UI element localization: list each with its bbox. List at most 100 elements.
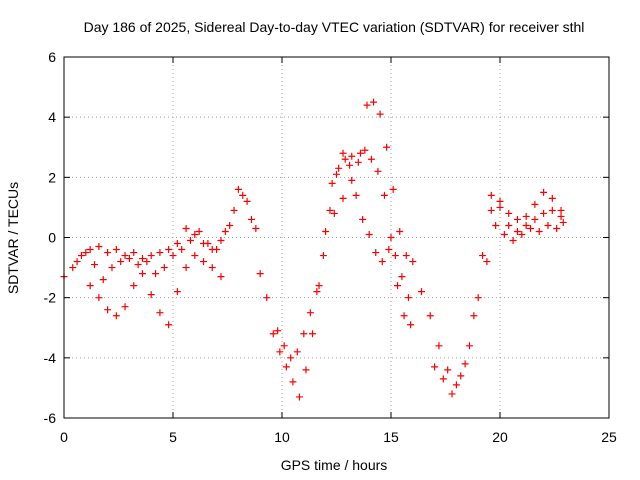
y-tick-label: -2 — [44, 290, 57, 306]
data-point — [370, 98, 378, 106]
data-point — [513, 215, 521, 223]
chart-title: Day 186 of 2025, Sidereal Day-to-day VTE… — [84, 19, 585, 35]
data-point — [457, 372, 465, 380]
series-prn-c — [86, 252, 225, 329]
y-tick-label: 6 — [48, 49, 56, 65]
series-prn-i — [487, 188, 565, 223]
data-point — [341, 155, 349, 163]
data-point — [217, 273, 225, 281]
data-point — [121, 252, 129, 260]
data-point — [363, 101, 371, 109]
data-points-layer — [60, 98, 567, 401]
y-tick-label: -6 — [44, 410, 57, 426]
data-point — [130, 282, 138, 290]
data-point — [348, 152, 356, 160]
data-point — [509, 237, 517, 245]
data-point — [409, 258, 417, 266]
data-point — [407, 321, 415, 329]
data-point — [380, 191, 388, 199]
data-point — [91, 261, 99, 269]
series-prn-d — [256, 146, 415, 401]
data-point — [418, 288, 426, 296]
data-point — [522, 212, 530, 220]
data-point — [487, 191, 495, 199]
series-prn-g — [418, 203, 565, 389]
data-point — [293, 348, 301, 356]
data-point — [73, 258, 81, 266]
data-point — [522, 221, 530, 229]
data-point — [243, 197, 251, 205]
data-point — [138, 255, 146, 263]
data-point — [274, 327, 282, 335]
data-point — [147, 252, 155, 260]
data-point — [86, 246, 94, 254]
data-point — [356, 149, 364, 157]
data-point — [319, 252, 327, 260]
data-point — [483, 258, 491, 266]
data-point — [378, 258, 386, 266]
data-point — [557, 212, 565, 220]
data-point — [125, 255, 133, 263]
data-point — [221, 227, 229, 235]
data-point — [287, 354, 295, 362]
y-axis-label: SDTVAR / TECUs — [5, 182, 21, 294]
data-point — [354, 158, 362, 166]
data-point — [431, 363, 439, 371]
data-point — [374, 167, 382, 175]
plot-frame — [63, 56, 610, 419]
data-point — [372, 249, 380, 257]
data-point — [173, 288, 181, 296]
data-point — [461, 360, 469, 368]
data-point — [112, 312, 120, 320]
data-point — [513, 227, 521, 235]
data-point — [263, 294, 271, 302]
data-point — [77, 252, 85, 260]
data-point — [269, 330, 277, 338]
x-axis-label: GPS time / hours — [281, 457, 388, 473]
data-point — [365, 230, 373, 238]
data-point — [385, 246, 393, 254]
data-point — [348, 176, 356, 184]
x-tick-label: 20 — [492, 429, 508, 445]
data-point — [86, 282, 94, 290]
data-point — [147, 291, 155, 299]
data-point — [465, 342, 473, 350]
data-point — [496, 203, 504, 211]
data-point — [143, 258, 151, 266]
x-tick-label: 5 — [169, 429, 177, 445]
data-point — [322, 227, 330, 235]
data-point — [156, 249, 164, 257]
data-point — [191, 230, 199, 238]
data-point — [402, 252, 410, 260]
data-point — [121, 303, 129, 311]
data-point — [138, 270, 146, 278]
data-point — [182, 224, 190, 232]
data-point — [404, 294, 412, 302]
x-tick-label: 25 — [601, 429, 617, 445]
data-point — [527, 224, 535, 232]
data-point — [359, 215, 367, 223]
data-point — [367, 155, 375, 163]
data-point — [282, 363, 290, 371]
data-point — [492, 221, 500, 229]
data-point — [330, 209, 338, 217]
data-point — [339, 194, 347, 202]
data-point — [470, 312, 478, 320]
data-point — [69, 264, 77, 272]
data-point — [165, 321, 173, 329]
data-point — [104, 249, 112, 257]
data-point — [208, 264, 216, 272]
data-point — [295, 393, 303, 401]
data-point — [400, 312, 408, 320]
data-point — [182, 264, 190, 272]
series-prn-e — [274, 149, 412, 362]
data-point — [474, 294, 482, 302]
data-point — [394, 282, 402, 290]
data-point — [217, 237, 225, 245]
data-point — [333, 170, 340, 178]
data-point — [247, 215, 255, 223]
data-point — [559, 218, 567, 226]
data-point — [540, 188, 548, 196]
data-point — [191, 252, 199, 260]
